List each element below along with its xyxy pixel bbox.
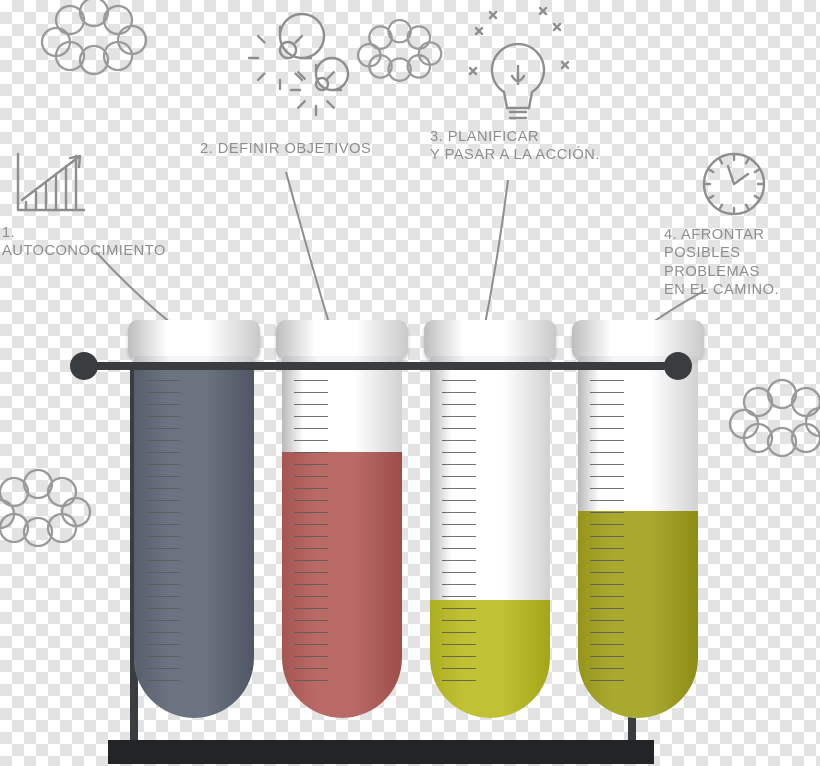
cloud-sketch <box>0 470 90 546</box>
step-3-label: 3. Planificar y pasar a la acción. <box>430 128 630 165</box>
arrow-step-2 <box>286 172 334 340</box>
tube-graduation <box>442 356 476 696</box>
test-tube-4 <box>578 348 698 718</box>
infographic-root: { "canvas": { "width": 820, "height": 76… <box>0 0 820 766</box>
rack-base <box>108 740 654 764</box>
tube-graduation <box>590 356 624 696</box>
rack-crossbar <box>78 362 676 370</box>
tube-graduation <box>146 356 180 696</box>
rack-knob-left <box>70 352 98 380</box>
cloud-sketch <box>730 380 820 456</box>
step-4-label: 4. Afrontar posibles problemas en el cam… <box>664 226 820 299</box>
cloud-sketch <box>358 20 441 81</box>
test-tube-2 <box>282 348 402 718</box>
tube-cap <box>128 320 260 360</box>
tube-cap <box>424 320 556 360</box>
arrow-step-3 <box>482 180 508 340</box>
step-1-label: 1. Autoconocimiento <box>2 224 172 261</box>
cloud-sketch <box>42 0 146 74</box>
clock-icon <box>704 154 764 214</box>
tube-cap <box>276 320 408 360</box>
gears-icon <box>249 14 348 115</box>
lightbulb-icon <box>470 8 568 118</box>
test-tube-3 <box>430 348 550 718</box>
bar-chart-icon <box>18 154 84 210</box>
rack-knob-right <box>664 352 692 380</box>
test-tube-1 <box>134 348 254 718</box>
step-2-label: 2. Definir objetivos <box>200 140 380 158</box>
tube-graduation <box>294 356 328 696</box>
